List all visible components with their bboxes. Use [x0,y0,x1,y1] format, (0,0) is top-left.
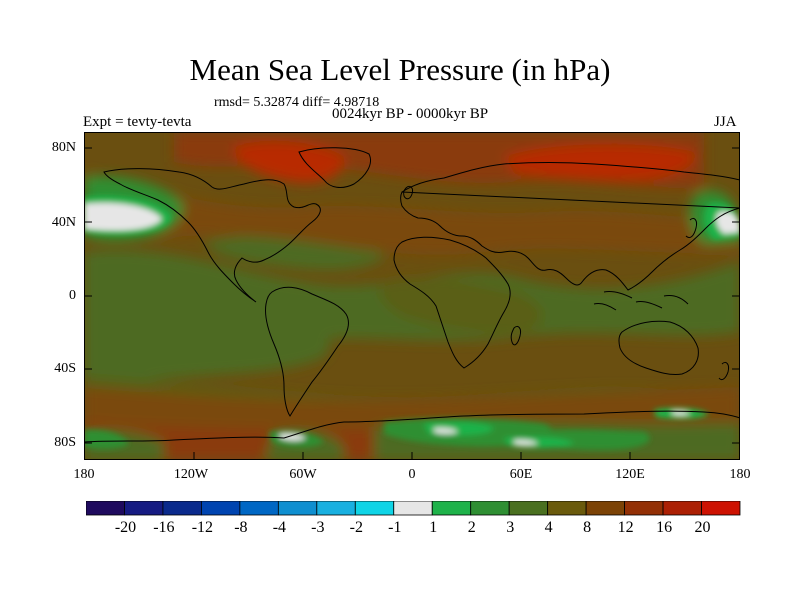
y-tick-label: 80N [51,140,76,155]
colorbar-swatch [162,500,202,516]
colorbar-swatch [624,500,664,516]
x-tick-label: 60W [289,467,317,482]
colorbar-swatch [431,500,472,516]
coastline [265,286,349,417]
colorbar-swatch [124,500,164,516]
coastline [298,147,371,188]
period-subtitle: 0024kyr BP - 0000kyr BP [331,106,489,122]
coastline [510,325,521,346]
colorbar-label: -8 [234,519,248,536]
coastline [84,410,740,443]
colorbar-swatch [316,500,356,516]
x-tick-label: 60E [509,467,533,482]
colorbar-swatch [393,500,433,516]
coastline [685,217,697,239]
colorbar-swatch [277,500,318,516]
colorbar-label: -4 [272,519,287,536]
x-tick-label: 0 [408,467,416,482]
colorbar-label: -2 [349,519,363,536]
map-title: Mean Sea Level Pressure (in hPa) [189,52,611,87]
x-tick-label: 120E [615,467,645,482]
field-region [434,427,458,434]
colorbar-swatch [701,500,741,516]
y-tick-label: 40N [51,215,76,230]
coastline [618,320,699,375]
experiment-label: Expt = tevty-tevta [83,114,192,130]
colorbar-swatch [354,500,395,516]
colorbar-swatch [85,500,125,516]
field-region [504,144,695,181]
x-tick-label: 180 [729,467,751,482]
x-tick-label: 180 [73,467,95,482]
field-region [716,211,740,234]
colorbar-swatch [585,500,625,516]
y-tick-label: 40S [54,361,76,376]
colorbar-label: 20 [694,519,711,536]
season-label: JJA [714,114,737,130]
colorbar-label: -20 [114,519,137,536]
colorbar-swatch [239,500,279,516]
colorbar-label: -3 [311,519,325,536]
coastline [393,236,511,369]
colorbar [85,500,742,522]
field-region [380,277,543,334]
field-region [234,141,345,183]
coastline [103,168,321,303]
field-region [514,439,538,446]
colorbar-swatch [508,500,549,516]
colorbar-label: -12 [191,519,214,536]
y-tick-label: 80S [54,435,76,450]
colorbar-label: 2 [467,519,476,536]
pressure-map [84,132,740,460]
colorbar-label: 3 [506,519,515,536]
y-tick-label: 0 [69,288,76,303]
colorbar-swatch [470,500,510,516]
colorbar-swatch [662,500,702,516]
field-region [84,429,129,449]
colorbar-label: -16 [153,519,175,536]
colorbar-swatch [201,500,241,516]
colorbar-label: 4 [544,519,553,536]
field-region [84,172,740,255]
colorbar-label: 8 [583,519,592,536]
coastline [718,361,729,381]
field-region [84,387,740,432]
colorbar-label: 16 [656,519,673,536]
field-region [279,433,306,441]
field-region [84,202,162,231]
colorbar-label: 1 [429,519,438,536]
stats-text: rmsd= 5.32874 diff= 4.98718 [214,95,380,110]
x-tick-label: 120W [173,467,209,482]
coastline [400,162,740,291]
coastline [593,291,689,311]
colorbar-swatch [547,500,587,516]
colorbar-label: -1 [388,519,402,536]
colorbar-label: 12 [617,519,634,536]
coastline [403,185,413,200]
